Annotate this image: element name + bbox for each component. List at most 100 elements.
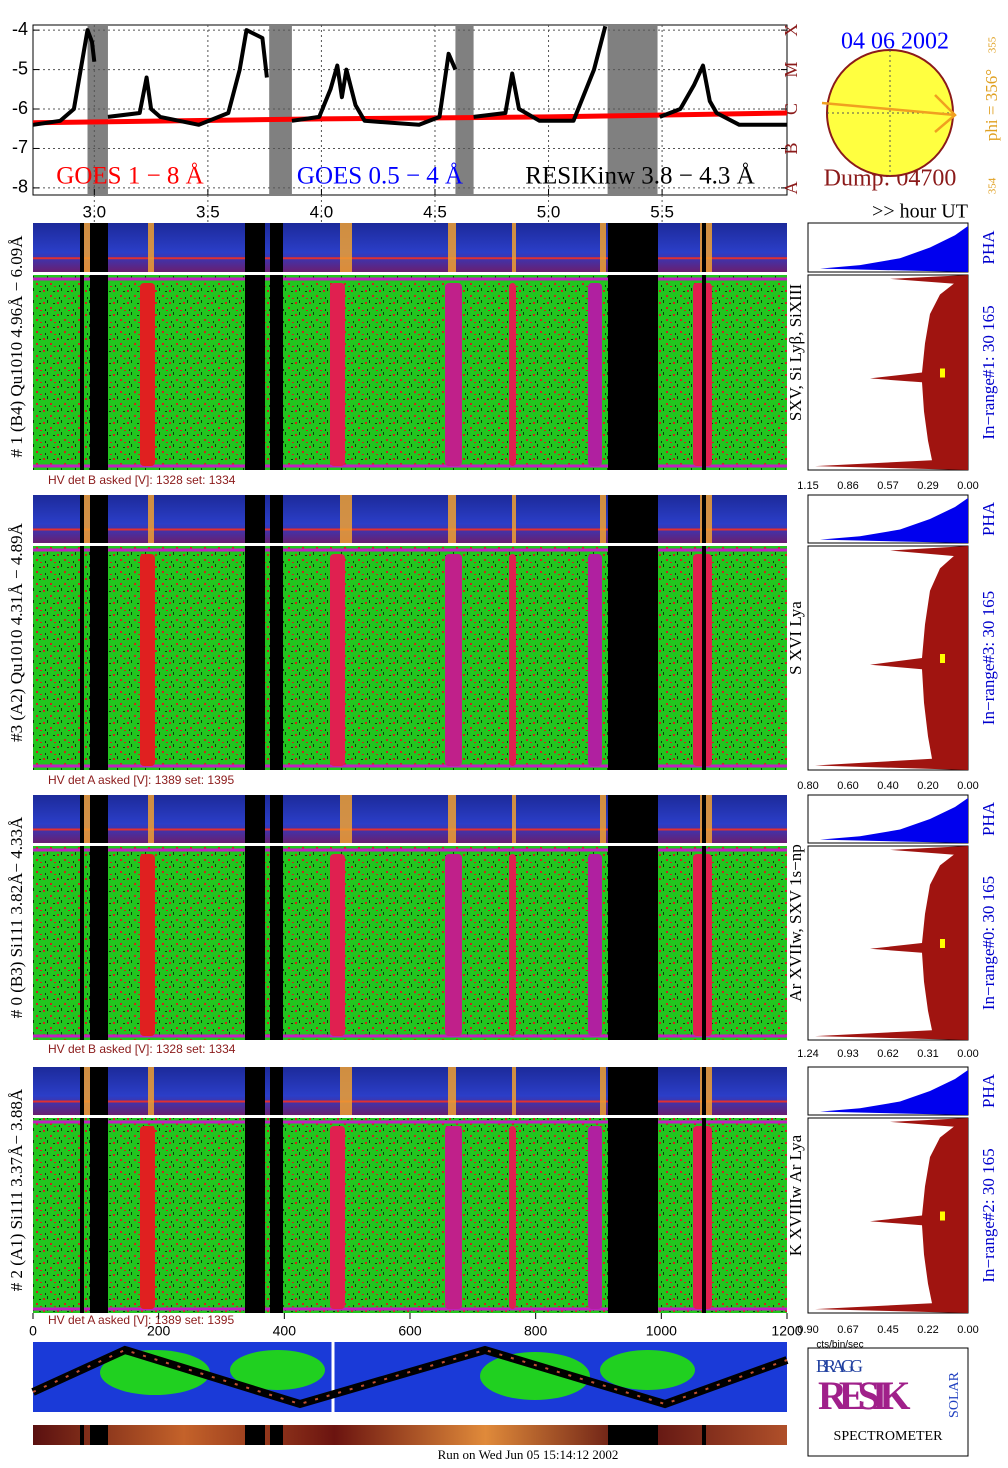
y2-tick-label: M <box>781 62 801 78</box>
data-gap <box>608 275 658 470</box>
pha-band <box>448 223 456 272</box>
pha-band <box>148 223 154 272</box>
rate-tick-label: 1.24 <box>797 1048 818 1060</box>
data-gap <box>608 495 658 543</box>
spectrogram <box>33 1118 787 1313</box>
logo-top: BRAGG <box>816 1356 863 1376</box>
hv-label: HV det B asked [V]: 1328 set: 1334 <box>48 473 236 487</box>
gap-band <box>607 25 658 195</box>
data-gap <box>245 223 265 272</box>
footer: Run on Wed Jun 05 15:14:12 2002 <box>438 1447 619 1462</box>
gap-band <box>455 25 474 195</box>
data-gap <box>608 1067 658 1115</box>
pha-hist <box>820 498 968 543</box>
pha-band <box>148 1067 154 1115</box>
x-axis-label: >> hour UT <box>872 201 968 223</box>
data-gap <box>90 275 108 470</box>
bin-tick-label: 1200 <box>771 1323 802 1339</box>
gap-band <box>269 25 292 195</box>
legend-entry: GOES 0.5 − 4 Å <box>297 163 463 190</box>
bin-tick-label: 600 <box>398 1323 422 1339</box>
data-gap <box>90 1067 108 1115</box>
data-gap <box>245 1067 265 1115</box>
pha-band <box>84 495 90 543</box>
spectrum-hist <box>815 1121 968 1313</box>
data-gap <box>608 795 658 843</box>
rate-tick-label: 0.45 <box>877 1324 898 1336</box>
spectrogram <box>33 275 787 470</box>
legend-entry: GOES 1 − 8 Å <box>56 163 203 190</box>
data-gap <box>80 546 84 770</box>
pha-band <box>84 223 90 272</box>
spectrogram <box>33 846 787 1040</box>
phi-lower: 354 <box>987 177 999 194</box>
spectrum-hist <box>815 278 968 470</box>
marker <box>940 939 945 948</box>
y2-tick-label: A <box>781 181 801 194</box>
spectrum-hist <box>890 546 968 558</box>
plot-frame <box>32 24 788 196</box>
data-gap <box>245 275 265 470</box>
rate-tick-label: 0.29 <box>917 480 938 492</box>
pha-band <box>600 223 606 272</box>
strip-gap <box>90 1425 108 1445</box>
data-gap <box>702 275 706 470</box>
pha-band <box>600 495 606 543</box>
flare-band <box>140 283 155 466</box>
bin-tick-label: 0 <box>29 1323 37 1339</box>
x-tick-label: 5.0 <box>537 202 561 221</box>
data-gap <box>90 846 108 1040</box>
bin-tick-label: 800 <box>524 1323 548 1339</box>
rate-tick-label: 0.00 <box>957 480 978 492</box>
rate-tick-label: 0.00 <box>957 1048 978 1060</box>
pha-band <box>340 223 352 272</box>
data-gap <box>270 223 283 272</box>
flare-band <box>140 1126 155 1309</box>
inrange-label: In−range#2: 30 165 <box>979 1148 998 1282</box>
y-tick-label: -7 <box>12 137 28 157</box>
strip-gap <box>270 1425 283 1445</box>
rate-tick-label: 0.00 <box>957 1324 978 1336</box>
sun-arrow <box>821 94 957 133</box>
y2-tick-label: B <box>781 142 801 154</box>
sun-frame <box>804 24 984 196</box>
data-gap <box>270 846 283 1040</box>
rate-tick-label: 0.31 <box>917 1048 938 1060</box>
data-gap <box>80 795 84 843</box>
phi-label: phi = 356° <box>982 69 1001 141</box>
gap-band <box>87 25 108 195</box>
flare-band <box>509 283 516 466</box>
y2-tick-label: X <box>781 24 801 37</box>
flare-band <box>445 1126 462 1309</box>
rate-tick-label: 0.62 <box>877 1048 898 1060</box>
data-gap <box>702 1118 706 1313</box>
rate-tick-label: 0.57 <box>877 480 898 492</box>
data-gap <box>270 546 283 770</box>
rate-tick-label: 1.15 <box>797 480 818 492</box>
x-tick-label: 4.0 <box>310 202 334 221</box>
detector-label: #3 (A2) Qu1010 4.31Å − 4.89Å <box>7 522 26 741</box>
rate-tick-label: 0.00 <box>957 780 978 792</box>
pha-band <box>340 1067 352 1115</box>
data-gap <box>245 795 265 843</box>
spectrogram <box>33 546 787 770</box>
pha-band <box>340 795 352 843</box>
data-gap <box>608 223 658 272</box>
flare-band <box>330 854 345 1036</box>
activity-strip <box>33 1425 787 1445</box>
rate-tick-label: 0.22 <box>917 1324 938 1336</box>
pha-band <box>448 795 456 843</box>
pha-band <box>340 495 352 543</box>
hv-label: HV det A asked [V]: 1389 set: 1395 <box>48 1313 234 1327</box>
pha-band <box>512 495 516 543</box>
data-gap <box>702 846 706 1040</box>
hv-label: HV det A asked [V]: 1389 set: 1395 <box>48 773 234 787</box>
pha-strip <box>33 495 787 543</box>
rate-tick-label: 0.86 <box>837 480 858 492</box>
line-label: S XVI Lya <box>786 601 805 675</box>
data-gap <box>270 1067 283 1115</box>
pha-band <box>84 795 90 843</box>
inrange-label: In−range#3: 30 165 <box>979 591 998 725</box>
